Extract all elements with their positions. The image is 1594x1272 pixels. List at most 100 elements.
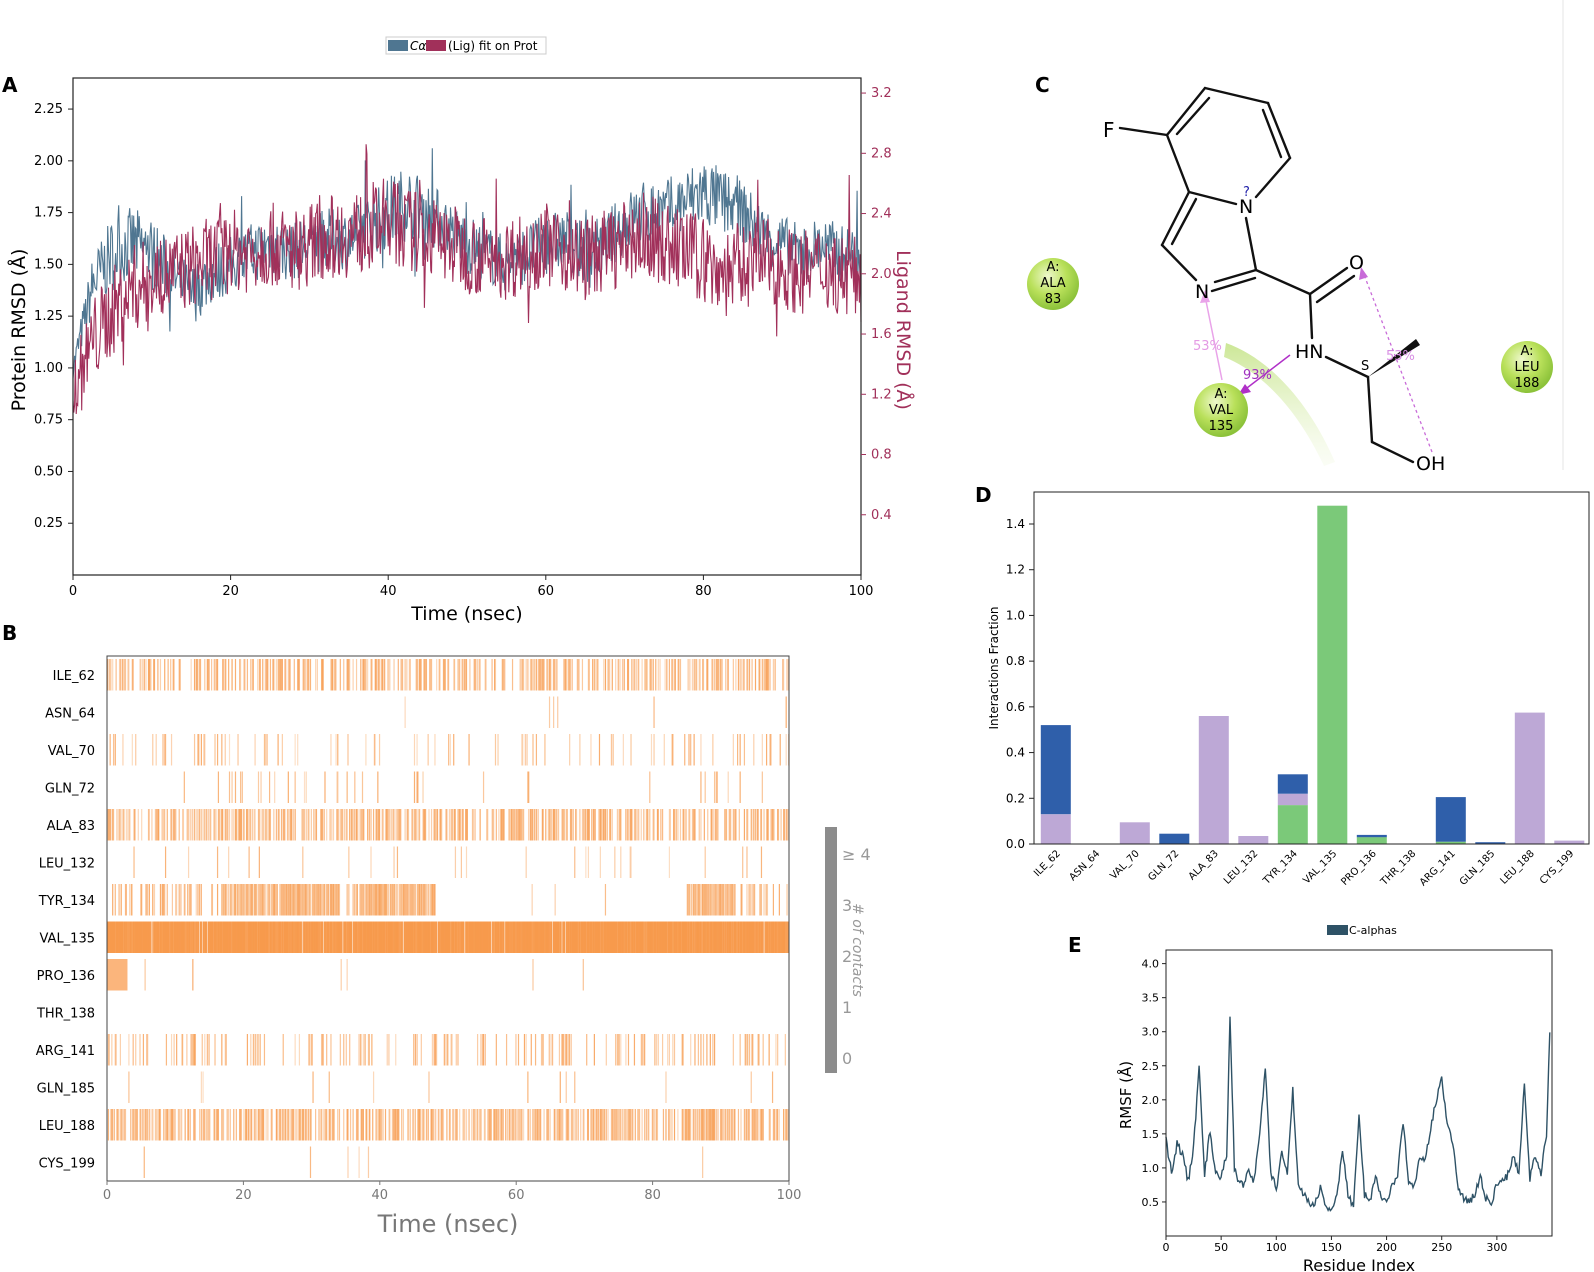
contact-mark xyxy=(262,884,264,916)
contact-mark xyxy=(180,921,182,953)
contact-mark xyxy=(279,921,281,953)
contact-mark xyxy=(549,1109,551,1141)
contact-mark xyxy=(255,884,257,916)
contact-mark xyxy=(494,1109,497,1141)
contact-mark xyxy=(638,809,640,841)
contact-mark xyxy=(407,884,410,916)
contact-mark xyxy=(652,1109,654,1141)
contact-mark xyxy=(297,734,299,766)
contact-mark xyxy=(332,884,334,916)
contact-mark xyxy=(519,1109,521,1141)
rmsf-x-tick-label: 250 xyxy=(1431,1241,1452,1254)
contact-mark xyxy=(616,921,618,953)
contact-mark xyxy=(696,884,698,916)
ligand-bonds xyxy=(1118,86,1415,464)
contact-mark xyxy=(473,1109,475,1141)
contact-mark xyxy=(684,1109,686,1141)
contact-mark xyxy=(171,884,173,916)
contact-mark xyxy=(412,884,414,916)
contact-mark xyxy=(348,921,350,953)
contact-mark xyxy=(612,1109,614,1141)
contact-mark xyxy=(274,884,276,916)
contact-mark xyxy=(388,1109,390,1141)
contact-mark xyxy=(309,1034,311,1066)
contact-mark xyxy=(657,809,659,841)
contact-mark xyxy=(366,1109,368,1141)
contact-mark xyxy=(130,884,133,916)
contact-mark xyxy=(343,659,345,691)
contact-mark xyxy=(679,921,682,953)
contact-mark xyxy=(681,921,683,953)
contact-mark xyxy=(227,1109,229,1141)
contact-mark xyxy=(301,921,303,953)
contact-mark xyxy=(171,921,173,953)
rmsd-x-tick-label: 40 xyxy=(380,584,397,599)
contact-mark xyxy=(177,921,179,953)
contact-mark xyxy=(656,1109,658,1141)
contact-mark xyxy=(735,659,737,691)
contact-mark xyxy=(301,1109,303,1141)
contact-mark xyxy=(565,1071,567,1103)
contact-mark xyxy=(254,1034,256,1066)
contact-mark xyxy=(678,921,680,953)
contact-mark xyxy=(373,884,376,916)
panel-label-b: B xyxy=(2,621,17,645)
contact-mark xyxy=(600,1109,602,1141)
contact-mark xyxy=(734,1109,736,1141)
contact-mark xyxy=(176,884,178,916)
contact-mark xyxy=(629,846,631,878)
contact-mark xyxy=(465,809,467,841)
contact-mark xyxy=(724,809,726,841)
contact-mark xyxy=(227,809,229,841)
contact-mark xyxy=(211,884,214,916)
contact-mark xyxy=(593,659,595,691)
contact-mark xyxy=(569,809,572,841)
contact-mark xyxy=(597,921,599,953)
contact-mark xyxy=(147,921,150,953)
contact-mark xyxy=(209,921,211,953)
contact-mark xyxy=(465,846,468,878)
contact-mark xyxy=(668,846,670,878)
contact-mark xyxy=(368,1034,370,1066)
contact-mark xyxy=(131,921,133,953)
contact-mark xyxy=(687,884,689,916)
contact-mark xyxy=(774,921,776,953)
contact-mark xyxy=(568,659,570,691)
contact-mark xyxy=(432,921,434,953)
contact-mark xyxy=(136,921,139,953)
contact-mark xyxy=(714,884,717,916)
contact-mark xyxy=(410,884,412,916)
rmsf-y-tick-label: 2.5 xyxy=(1142,1060,1160,1073)
atom-f: F xyxy=(1103,118,1115,142)
contact-mark xyxy=(537,809,539,841)
contact-mark xyxy=(310,1034,312,1066)
contact-row-label: TYR_134 xyxy=(38,894,95,909)
contact-mark xyxy=(154,921,156,953)
contact-mark xyxy=(752,1109,754,1141)
contact-mark xyxy=(164,921,166,953)
contact-mark xyxy=(575,809,578,841)
contact-mark xyxy=(347,1146,349,1178)
rmsd-ticks: 0 20 40 60 80 1000.250.500.751.001.251.501.75… xyxy=(34,86,892,599)
contact-mark xyxy=(553,659,555,691)
rmsf-y-tick-label: 3.0 xyxy=(1142,1026,1160,1039)
contact-mark xyxy=(476,659,479,691)
contact-mark xyxy=(113,1109,116,1141)
contact-mark xyxy=(773,1109,775,1141)
contact-mark xyxy=(123,1109,125,1141)
contact-mark xyxy=(413,921,415,953)
contact-mark xyxy=(282,809,284,841)
contact-mark xyxy=(378,659,381,691)
contact-mark xyxy=(390,921,393,953)
contact-mark xyxy=(656,1034,658,1066)
contact-mark xyxy=(221,1109,223,1141)
contact-mark xyxy=(747,809,749,841)
contact-mark xyxy=(133,809,135,841)
contact-mark xyxy=(447,921,449,953)
contact-mark xyxy=(192,809,194,841)
contact-mark xyxy=(704,884,706,916)
contact-mark xyxy=(598,809,600,841)
contact-mark xyxy=(558,1034,561,1066)
contact-mark xyxy=(364,921,366,953)
contact-mark xyxy=(262,1109,264,1141)
